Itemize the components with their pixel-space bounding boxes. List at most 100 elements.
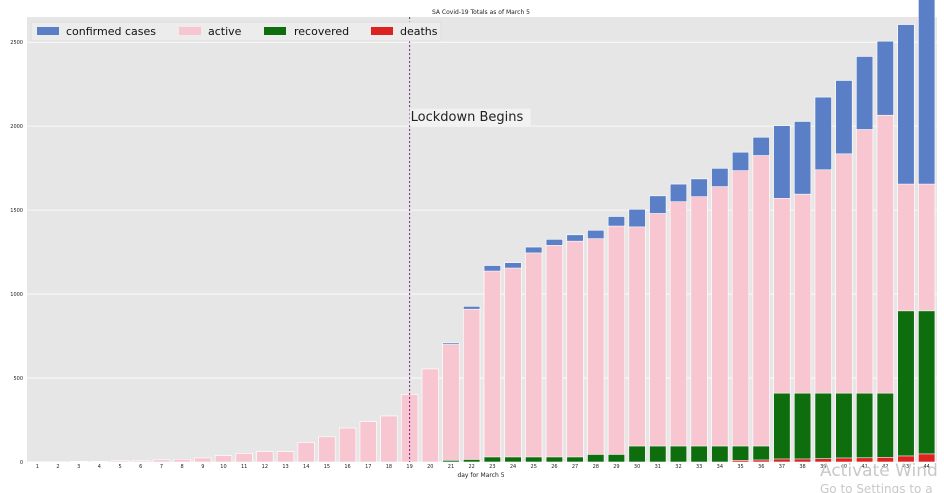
- bar-active: [545, 245, 563, 463]
- bar-recovered: [483, 456, 501, 463]
- x-tick-label: 23: [489, 464, 495, 470]
- bar-recovered: [835, 392, 853, 463]
- legend-swatch-active: [179, 27, 201, 35]
- bar-recovered: [504, 456, 522, 463]
- x-axis-ticks: 1 2 3 4 5 6 7 8 9 10 11 12 13 14 15 16 17 18 19 20 21 22 23 24 2…: [36, 464, 930, 470]
- x-tick-label: 37: [779, 464, 785, 470]
- bar-deaths: [814, 458, 832, 463]
- watermark-line1: Activate Wind: [820, 461, 938, 481]
- x-tick-label: 16: [344, 464, 350, 470]
- x-tick-label: 36: [758, 464, 764, 470]
- x-tick-label: 20: [427, 464, 433, 470]
- bar-recovered: [876, 392, 894, 463]
- bar-recovered: [711, 445, 729, 463]
- x-tick-label: 32: [675, 464, 681, 470]
- x-tick-label: 28: [593, 464, 599, 470]
- x-tick-label: 26: [551, 464, 557, 470]
- bar-recovered: [793, 392, 812, 463]
- x-tick-label: 15: [324, 464, 330, 470]
- bar-recovered: [752, 445, 770, 463]
- bar-active: [70, 461, 88, 463]
- x-tick-label: 2: [56, 464, 59, 470]
- x-tick-label: 31: [655, 464, 661, 470]
- bar-active: [256, 451, 274, 463]
- bar-recovered: [690, 445, 708, 463]
- bar-active: [690, 196, 708, 463]
- x-tick-label: 41: [861, 464, 867, 470]
- bar-active: [607, 225, 626, 463]
- x-tick-label: 1: [36, 464, 39, 470]
- bar-recovered: [463, 459, 481, 463]
- legend: confirmed cases active recovered deaths: [30, 21, 442, 42]
- x-tick-label: 29: [613, 464, 619, 470]
- bar-deaths: [793, 458, 812, 463]
- x-tick-label: 43: [903, 464, 909, 470]
- bar-active: [276, 451, 295, 463]
- bar-recovered: [669, 445, 688, 463]
- bar-deaths: [731, 460, 750, 463]
- bar-active: [711, 186, 729, 463]
- lockdown-label: Lockdown Begins: [411, 110, 524, 125]
- bar-active: [380, 415, 398, 463]
- bar-active: [525, 252, 543, 463]
- bar-active: [90, 461, 108, 463]
- bar-recovered: [442, 460, 460, 463]
- bar-active: [731, 170, 750, 463]
- bar-active: [649, 213, 667, 463]
- bar-recovered: [566, 456, 584, 463]
- x-tick-label: 44: [923, 464, 929, 470]
- bar-recovered: [918, 310, 936, 463]
- y-tick-label: 2000: [10, 124, 23, 130]
- x-tick-label: 12: [262, 464, 268, 470]
- x-tick-label: 42: [882, 464, 888, 470]
- x-tick-label: 21: [448, 464, 454, 470]
- bar-recovered: [545, 456, 563, 463]
- x-tick-label: 6: [139, 464, 142, 470]
- x-tick-label: 22: [468, 464, 474, 470]
- chart-title: SA Covid-19 Totals as of March 5: [432, 9, 530, 16]
- x-tick-label: 11: [241, 464, 247, 470]
- y-tick-label: 500: [13, 376, 23, 382]
- bar-active: [483, 270, 501, 463]
- bar-recovered: [731, 445, 750, 463]
- x-tick-label: 19: [406, 464, 412, 470]
- bar-active: [442, 344, 460, 463]
- bar-active: [297, 442, 315, 463]
- x-tick-label: 10: [220, 464, 226, 470]
- y-tick-label: 2500: [10, 40, 23, 46]
- x-tick-label: 8: [181, 464, 184, 470]
- bar-active: [152, 459, 171, 463]
- legend-label-recovered: recovered: [294, 25, 349, 38]
- bar-active: [338, 427, 357, 463]
- x-tick-label: 27: [572, 464, 578, 470]
- y-tick-label: 0: [20, 460, 23, 466]
- bar-active: [421, 368, 439, 463]
- bar-active: [214, 455, 233, 463]
- bar-active: [173, 459, 191, 463]
- y-tick-label: 1000: [10, 292, 23, 298]
- x-tick-label: 30: [634, 464, 640, 470]
- bar-active: [359, 421, 377, 463]
- bar-active: [628, 226, 646, 463]
- bar-active: [587, 238, 605, 463]
- x-tick-label: 38: [799, 464, 805, 470]
- x-tick-label: 3: [77, 464, 80, 470]
- bar-active: [318, 436, 336, 463]
- bar-deaths: [876, 456, 894, 463]
- bar-deaths: [856, 457, 874, 463]
- legend-label-active: active: [208, 25, 242, 38]
- x-tick-label: 4: [98, 464, 101, 470]
- x-tick-label: 40: [841, 464, 847, 470]
- legend-label-deaths: deaths: [400, 25, 438, 38]
- legend-box: [30, 21, 442, 42]
- x-axis-label: day for March 5: [457, 472, 504, 479]
- bar-recovered: [525, 456, 543, 463]
- bar-recovered: [773, 392, 791, 463]
- x-tick-label: 39: [820, 464, 826, 470]
- bar-deaths: [773, 458, 791, 463]
- x-tick-label: 24: [510, 464, 516, 470]
- bar-active: [132, 460, 150, 463]
- bar-active: [401, 394, 419, 463]
- bar-deaths: [835, 457, 853, 463]
